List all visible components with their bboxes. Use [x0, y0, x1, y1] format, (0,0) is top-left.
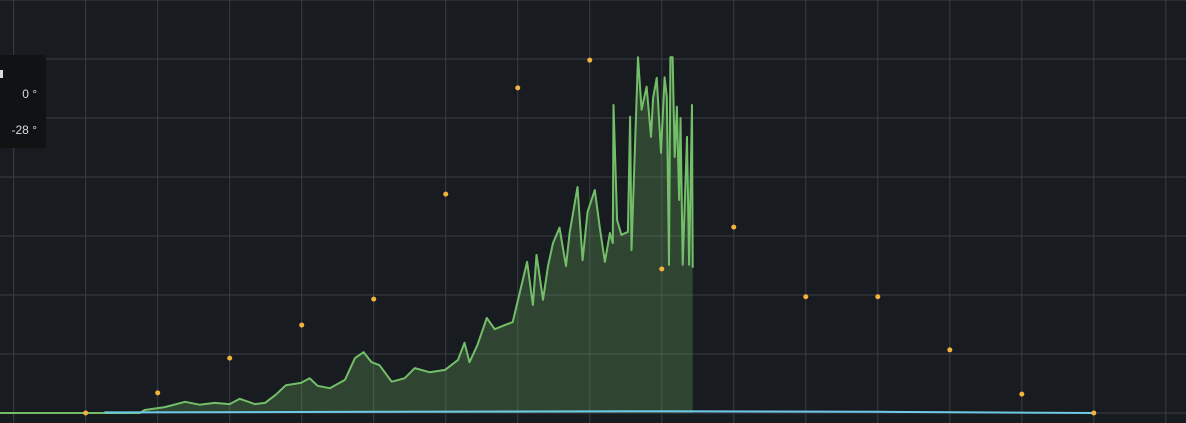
data-point — [659, 266, 665, 272]
data-point — [299, 322, 305, 328]
series-color-marker — [0, 70, 3, 78]
data-point — [371, 296, 377, 302]
tooltip: 0 ° -28 ° — [0, 55, 46, 148]
data-point — [155, 390, 161, 396]
data-point — [83, 410, 89, 416]
data-point — [443, 191, 449, 197]
data-point — [1091, 410, 1097, 416]
data-point — [227, 355, 233, 361]
series-area-fill — [0, 57, 693, 413]
data-point — [515, 85, 521, 91]
series-line-cyan — [104, 410, 1094, 414]
data-point — [875, 294, 881, 300]
tooltip-value-1: 0 ° — [22, 87, 37, 101]
data-point — [947, 347, 953, 353]
data-point — [1019, 391, 1025, 397]
series-line-green — [0, 56, 694, 414]
data-point — [587, 57, 593, 63]
tooltip-value-2: -28 ° — [11, 123, 37, 137]
data-point — [731, 224, 737, 230]
data-point — [803, 294, 809, 300]
